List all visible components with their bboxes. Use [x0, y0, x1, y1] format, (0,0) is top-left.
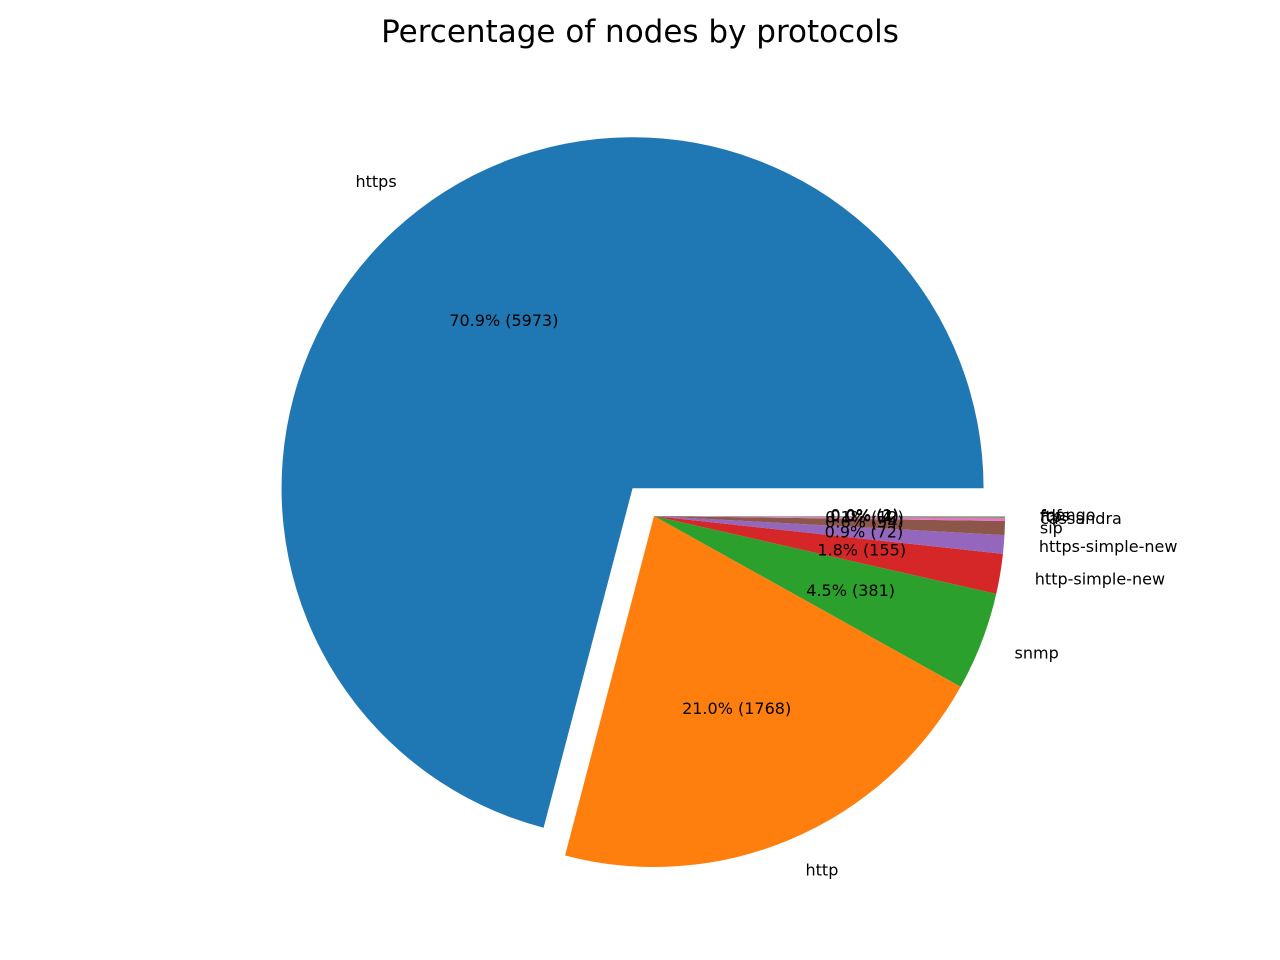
pie-slice-snmp — [654, 516, 997, 687]
slice-label-https-simple-new: https-simple-new — [1039, 537, 1178, 556]
slice-pct-label-cassandra: 0.1% (12) — [825, 508, 904, 527]
pie-slice-cassandra — [654, 516, 1005, 521]
slice-label-fdfs: fdfs — [1040, 506, 1070, 525]
pie-slice-https-simple-new — [654, 516, 1005, 554]
slice-pct-label-snmp: 4.5% (381) — [806, 581, 895, 600]
slice-label-sip: sip — [1040, 519, 1063, 538]
slice-pct-label-https-simple-new: 0.9% (72) — [825, 523, 904, 542]
slice-pct-label-http-simple-new: 1.8% (155) — [817, 540, 906, 559]
pie-slice-ftp — [654, 516, 1005, 518]
slice-pct-label-ftp: 0.0% (4) — [830, 506, 898, 525]
pie-slice-https — [281, 137, 984, 828]
pie-slice-fdfs — [654, 516, 1005, 517]
slice-label-http: http — [806, 861, 839, 880]
pie-slice-http-simple-new — [654, 516, 1003, 594]
slice-pct-label-sip: 0.6% (54) — [825, 513, 904, 532]
pie-slice-sip — [654, 516, 1005, 536]
slice-pct-label-http: 21.0% (1768) — [682, 699, 791, 718]
slice-pct-label-fdfs: 0.0% (2) — [830, 506, 898, 525]
pie-slice-http — [565, 516, 961, 867]
chart-title: Percentage of nodes by protocols — [381, 14, 899, 50]
slice-pct-label-https: 70.9% (5973) — [449, 311, 558, 330]
slice-label-ftp: ftp — [1040, 507, 1062, 526]
slice-label-http-simple-new: http-simple-new — [1035, 569, 1165, 588]
slice-label-snmp: snmp — [1015, 644, 1059, 663]
slice-label-cassandra: cassandra — [1040, 509, 1122, 528]
slice-label-mongo: mongo — [1040, 506, 1095, 525]
slice-pct-label-mongo: 0.0% (1) — [830, 506, 898, 525]
slice-label-https: https — [355, 172, 396, 191]
